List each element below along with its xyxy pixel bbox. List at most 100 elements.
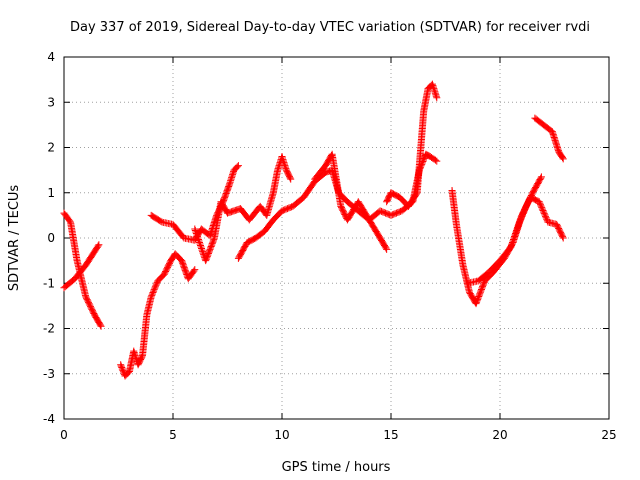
data-point — [197, 242, 205, 250]
data-point — [198, 245, 206, 253]
data-point — [234, 162, 242, 170]
data-point — [191, 266, 199, 274]
data-point — [95, 241, 103, 249]
data-point — [507, 243, 515, 251]
data-point — [559, 155, 567, 163]
data-point — [541, 211, 549, 219]
data-point — [542, 214, 550, 222]
data-point — [225, 181, 233, 189]
data-point — [508, 239, 516, 247]
data-point — [540, 209, 548, 217]
data-point — [151, 283, 159, 291]
axis-ticks — [63, 56, 610, 420]
data-point — [96, 321, 104, 329]
data-point — [148, 291, 156, 299]
data-point — [195, 239, 203, 247]
data-point — [540, 208, 548, 216]
data-point — [383, 245, 391, 253]
data-point — [210, 235, 218, 243]
x-tick-label: 10 — [274, 428, 289, 442]
data-point — [153, 280, 161, 288]
data-point — [192, 228, 200, 236]
data-point — [150, 287, 158, 295]
data-point — [512, 228, 520, 236]
data-point — [536, 201, 544, 209]
data-point — [537, 173, 545, 181]
data-point — [138, 353, 146, 361]
data-point — [514, 222, 522, 230]
data-point — [148, 290, 156, 298]
data-point — [286, 174, 294, 182]
data-point — [193, 232, 201, 240]
data-point — [198, 246, 206, 254]
data-point — [513, 225, 521, 233]
data-point — [194, 236, 202, 244]
series-track-8 — [383, 80, 441, 210]
data-point — [433, 94, 441, 102]
data-point — [509, 237, 517, 245]
grid — [64, 57, 609, 419]
data-point — [512, 229, 520, 237]
data-point — [431, 156, 439, 164]
data-point — [433, 157, 441, 165]
y-tick-label: -4 — [43, 412, 55, 426]
data-point — [513, 226, 521, 234]
x-tick-label: 0 — [60, 428, 68, 442]
y-tick-label: 0 — [47, 231, 55, 245]
data-point — [508, 240, 516, 248]
y-tick-label: -1 — [43, 276, 55, 290]
series-track-10 — [463, 193, 567, 287]
data-point — [535, 198, 543, 206]
series-track-1 — [60, 241, 103, 292]
series-track-9 — [448, 173, 545, 308]
x-tick-label: 25 — [601, 428, 616, 442]
data-point — [516, 216, 524, 224]
y-axis-label: SDTVAR / TECUs — [7, 185, 22, 292]
series-track-5 — [191, 153, 295, 265]
data-point — [536, 199, 544, 207]
data-point — [538, 204, 546, 212]
data-point — [559, 233, 567, 241]
data-point — [537, 174, 545, 182]
data-point — [152, 281, 160, 289]
data-point — [190, 267, 198, 275]
data-point — [558, 154, 566, 162]
data-point — [510, 234, 518, 242]
series-track-2 — [60, 209, 105, 330]
x-tick-label: 5 — [169, 428, 177, 442]
y-tick-label: 2 — [47, 141, 55, 155]
data-point — [514, 223, 522, 231]
data-point — [511, 231, 519, 239]
data-point — [382, 244, 390, 252]
data-point — [151, 284, 159, 292]
data-point — [233, 163, 241, 171]
y-tick-labels: -4 -3 -2 -1 0 1 2 3 4 — [43, 50, 55, 426]
data-point — [199, 248, 207, 256]
data-point — [515, 219, 523, 227]
chart-title: Day 337 of 2019, Sidereal Day-to-day VTE… — [70, 20, 590, 35]
data-point — [94, 242, 102, 250]
data-point — [539, 207, 547, 215]
data-series — [60, 80, 567, 380]
data-point — [149, 289, 157, 297]
data-point — [515, 220, 523, 228]
data-point — [194, 234, 202, 242]
data-point — [195, 237, 203, 245]
data-point — [287, 175, 295, 183]
data-point — [509, 236, 517, 244]
y-tick-label: 3 — [47, 95, 55, 109]
data-point — [150, 286, 158, 294]
y-tick-label: -3 — [43, 367, 55, 381]
data-point — [559, 234, 567, 242]
data-point — [197, 243, 205, 251]
data-point — [193, 231, 201, 239]
data-point — [196, 240, 204, 248]
y-tick-label: -2 — [43, 322, 55, 336]
y-tick-label: 1 — [47, 186, 55, 200]
x-tick-label: 20 — [492, 428, 507, 442]
series-track-7 — [311, 150, 441, 224]
data-point — [511, 232, 519, 240]
data-point — [191, 225, 199, 233]
x-tick-labels: 0 5 10 15 20 25 — [60, 428, 616, 442]
